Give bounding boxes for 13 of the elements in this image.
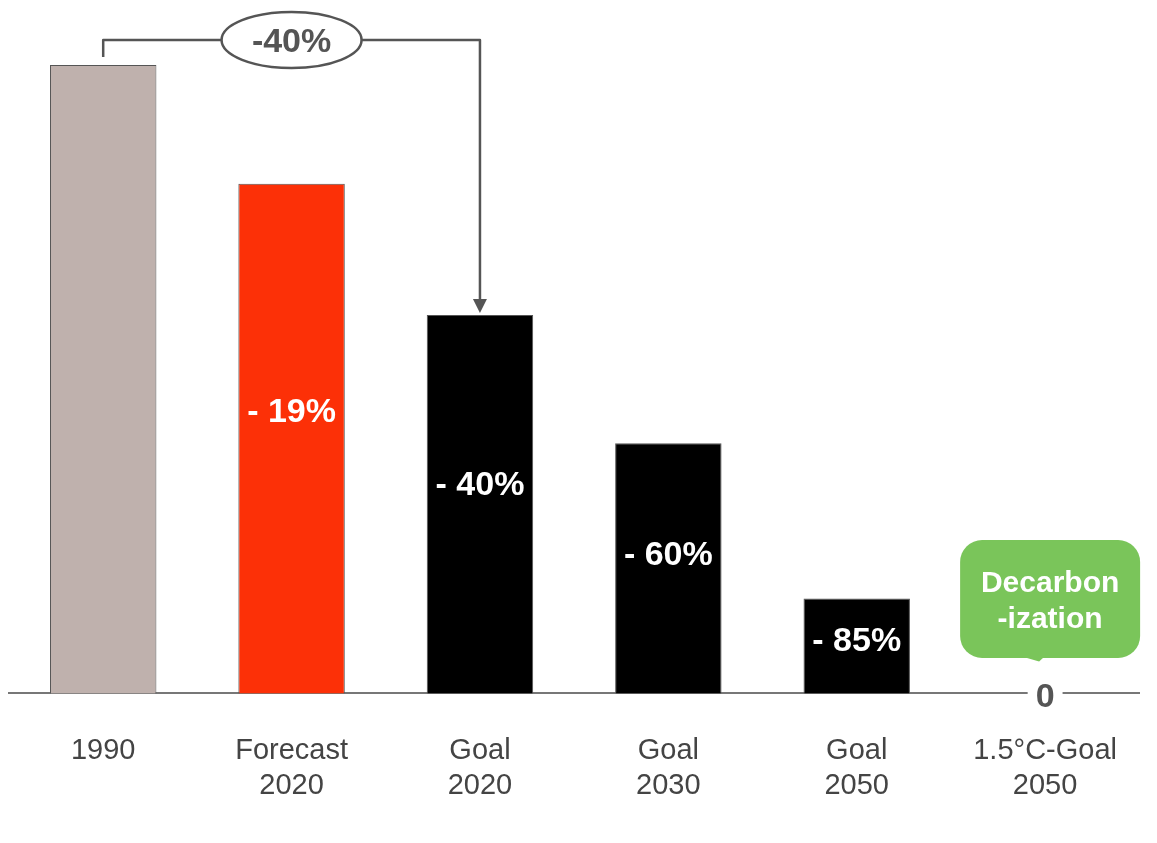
annotation: - 40% (435, 463, 525, 502)
annotation: - 85% (812, 619, 902, 658)
x-tick-label: Goal 2030 (636, 732, 701, 800)
x-tick-label: Forecast 2020 (235, 732, 348, 800)
annotation: 0 (1035, 675, 1055, 714)
x-tick-label: 1990 (70, 732, 136, 765)
annotation: - 19% (247, 391, 336, 430)
x-tick-label: Goal 2020 (447, 732, 513, 800)
x-tick-label: Goal 2050 (824, 732, 889, 800)
text: -40% (251, 21, 332, 59)
annotation: - 60% (623, 534, 713, 573)
annotation: Decarbon -ization (980, 565, 1120, 634)
x-tick-label: 1.5°C-Goal 2050 (973, 732, 1118, 800)
